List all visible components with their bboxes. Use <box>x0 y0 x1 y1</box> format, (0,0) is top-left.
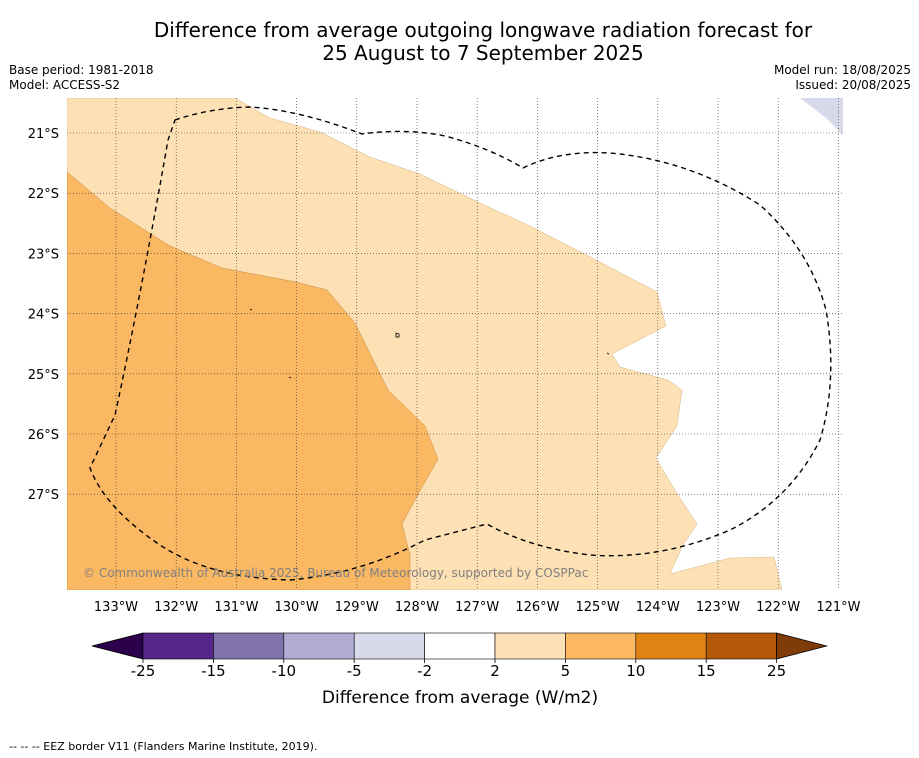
longitude-label: 122°W <box>756 600 800 615</box>
map-title-line-1: Difference from average outgoing longwav… <box>153 18 813 42</box>
map-figure: © Commonwealth of Australia 2025, Bureau… <box>28 98 861 708</box>
anomaly-band-minus5-to-minus2 <box>800 98 843 135</box>
colorbar-tick-labels: -25 -15 -10 -5 -2 2 5 10 15 25 <box>131 659 786 680</box>
colorbar-tick-label: -25 <box>131 662 156 680</box>
latitude-label: 23°S <box>28 247 59 262</box>
longitude-label: 128°W <box>395 600 439 615</box>
colorbar-tick-label: -10 <box>272 662 297 680</box>
colorbar-bin <box>213 632 285 660</box>
issued-label: Issued: 20/08/2025 <box>795 78 911 92</box>
colorbar-bin <box>142 632 214 660</box>
colorbar-bin <box>565 632 637 660</box>
longitude-labels: 133°W 132°W 131°W 130°W 129°W 128°W 127°W 126°W… <box>94 600 861 615</box>
longitude-label: 130°W <box>275 600 319 615</box>
longitude-label: 131°W <box>214 600 258 615</box>
latitude-label: 27°S <box>28 488 59 503</box>
longitude-label: 133°W <box>94 600 138 615</box>
colorbar-tick-label: -2 <box>417 662 432 680</box>
island-outline <box>288 376 292 379</box>
colorbar-bin <box>635 632 707 660</box>
base-period-label: Base period: 1981-2018 <box>9 63 154 77</box>
island-outline <box>395 332 400 338</box>
colorbar-tick-label: 2 <box>490 662 500 680</box>
latitude-label: 24°S <box>28 308 59 323</box>
island-outline <box>606 352 610 355</box>
colorbar-title: Difference from average (W/m2) <box>322 688 598 708</box>
colorbar-bin <box>353 632 425 660</box>
anomaly-band-5-to-10 <box>67 171 439 590</box>
colorbar-tick-label: -15 <box>201 662 226 680</box>
model-label: Model: ACCESS-S2 <box>9 78 121 92</box>
island-outlines <box>249 308 610 379</box>
longitude-label: 125°W <box>576 600 620 615</box>
eez-footnote: -- -- -- EEZ border V11 (Flanders Marine… <box>9 740 318 753</box>
longitude-label: 132°W <box>154 600 198 615</box>
longitude-label: 126°W <box>515 600 559 615</box>
longitude-label: 121°W <box>816 600 860 615</box>
longitude-label: 129°W <box>335 600 379 615</box>
longitude-label: 124°W <box>636 600 680 615</box>
eez-border-line <box>89 106 832 581</box>
longitude-label: 123°W <box>696 600 740 615</box>
colorbar-bin <box>705 632 777 660</box>
colorbar-tick-label: 25 <box>767 662 786 680</box>
colorbar-tick-label: 10 <box>626 662 645 680</box>
map-title-line-2: 25 August to 7 September 2025 <box>322 41 644 65</box>
copyright-notice: © Commonwealth of Australia 2025, Bureau… <box>83 566 588 580</box>
colorbar-bin <box>424 632 496 660</box>
map-panel: © Commonwealth of Australia 2025, Bureau… <box>67 98 843 590</box>
longitude-label: 127°W <box>455 600 499 615</box>
colorbar-extend-high <box>776 632 829 660</box>
model-run-label: Model run: 18/08/2025 <box>773 63 911 77</box>
colorbar-extend-low <box>91 632 144 660</box>
colorbar-tick-label: -5 <box>347 662 362 680</box>
latitude-label: 22°S <box>28 187 59 202</box>
latitude-label: 26°S <box>28 428 59 443</box>
colorbar <box>91 632 829 660</box>
island-outline <box>249 308 253 311</box>
latitude-label: 25°S <box>28 368 59 383</box>
graticule <box>67 98 843 590</box>
latitude-labels: 21°S 22°S 23°S 24°S 25°S 26°S 27°S <box>28 127 59 503</box>
colorbar-bin <box>494 632 566 660</box>
latitude-label: 21°S <box>28 127 59 142</box>
colorbar-tick-label: 15 <box>697 662 716 680</box>
colorbar-tick-label: 5 <box>561 662 571 680</box>
colorbar-bin <box>283 632 355 660</box>
